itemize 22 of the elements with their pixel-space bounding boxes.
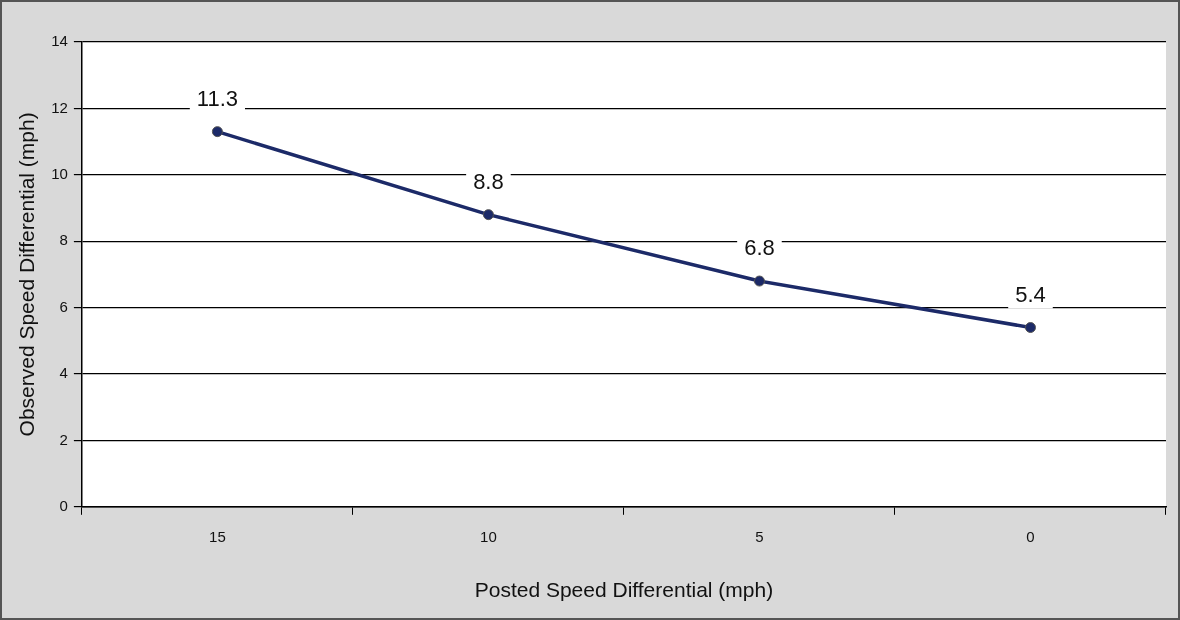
x-tick-label: 5 [755, 527, 764, 545]
y-tick-label: 6 [59, 297, 68, 315]
data-label: 6.8 [744, 235, 775, 261]
y-axis-title: Observed Speed Differential (mph) [15, 112, 39, 437]
y-tick-label: 0 [59, 496, 68, 514]
point [1024, 322, 1036, 334]
x-tick-label: 15 [209, 527, 226, 545]
y-tick-label: 12 [51, 98, 68, 116]
y-tick-label: 4 [59, 364, 68, 382]
y-tick-label: 8 [59, 231, 68, 249]
x-axis-title: Posted Speed Differential (mph) [474, 578, 774, 602]
point [211, 126, 223, 138]
x-tick-label: 10 [480, 527, 497, 545]
y-tick-label: 14 [51, 32, 68, 50]
y-tick-label: 10 [51, 164, 68, 182]
data-label: 5.4 [1015, 281, 1046, 307]
x-tick-label: 0 [1026, 527, 1035, 545]
point [753, 275, 765, 287]
data-label: 11.3 [196, 85, 238, 111]
point [482, 209, 494, 221]
data-label: 8.8 [473, 168, 504, 194]
y-tick-label: 2 [59, 430, 68, 448]
